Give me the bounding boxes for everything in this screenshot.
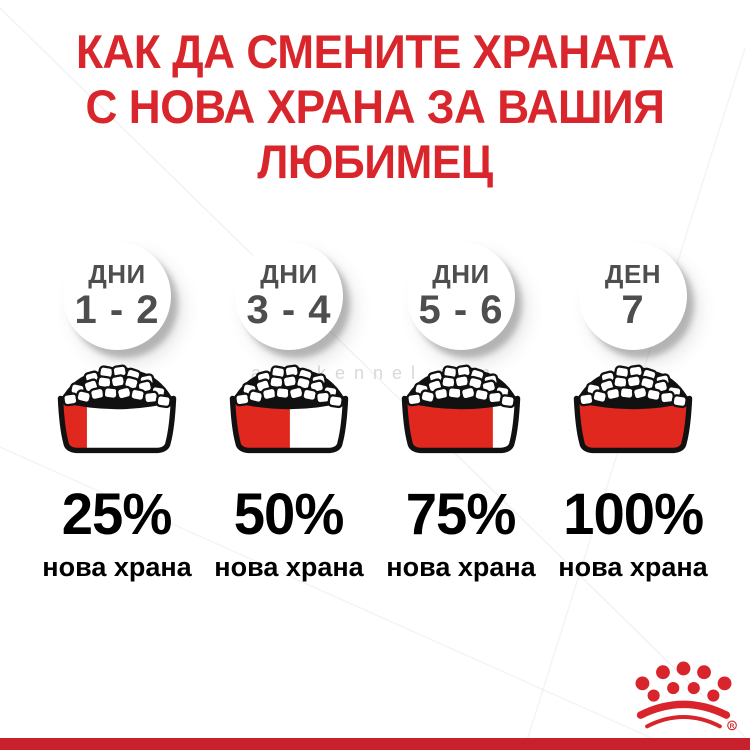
title-line-1: КАК ДА СМЕНИТЕ ХРАНАТА bbox=[75, 25, 675, 78]
new-food-percent: 75% bbox=[406, 482, 517, 547]
crown-thin-arc bbox=[645, 715, 722, 729]
crown-thick-arc bbox=[636, 700, 731, 719]
food-bowl-icon bbox=[47, 364, 187, 458]
food-bowl-icon bbox=[391, 364, 531, 458]
day-range: 3 - 4 bbox=[246, 288, 332, 332]
bottom-red-bar bbox=[0, 738, 750, 750]
new-food-caption: нова храна bbox=[558, 552, 708, 582]
new-food-percent: 25% bbox=[62, 482, 173, 547]
new-food-caption: нова храна bbox=[214, 552, 364, 582]
food-bowl-icon bbox=[219, 364, 359, 458]
day-range: 5 - 6 bbox=[418, 288, 504, 332]
page-title: КАК ДА СМЕНИТЕ ХРАНАТА С НОВА ХРАНА ЗА В… bbox=[23, 24, 728, 189]
day-label: ДНИ bbox=[260, 259, 318, 289]
day-badge: ДНИ 5 - 6 bbox=[407, 242, 515, 350]
registered-mark-icon: R bbox=[727, 720, 737, 731]
day-label: ДНИ bbox=[88, 259, 146, 289]
new-food-percent: 50% bbox=[234, 482, 345, 547]
title-line-2: С НОВА ХРАНА ЗА ВАШИЯ bbox=[85, 80, 665, 133]
royal-canin-crown-logo: R bbox=[635, 661, 737, 731]
transition-step: ДНИ 3 - 4 50% нова храна bbox=[203, 242, 375, 582]
day-label: ДЕН bbox=[604, 259, 662, 289]
day-badge: ДЕН 7 bbox=[579, 242, 687, 350]
new-food-percent: 100% bbox=[562, 482, 704, 547]
transition-step: ДЕН 7 100% нова храна bbox=[547, 242, 719, 582]
transition-step: ДНИ 1 - 2 25% нова храна bbox=[31, 242, 203, 582]
transition-steps-row: ДНИ 1 - 2 25% нова храна ДНИ 3 - 4 bbox=[31, 242, 719, 582]
day-range: 1 - 2 bbox=[74, 288, 160, 332]
new-food-caption: нова храна bbox=[386, 552, 536, 582]
day-range: 7 bbox=[621, 288, 645, 332]
day-badge: ДНИ 3 - 4 bbox=[235, 242, 343, 350]
food-bowl-icon bbox=[563, 364, 703, 458]
day-badge: ДНИ 1 - 2 bbox=[63, 242, 171, 350]
transition-step: ДНИ 5 - 6 75% нова храна bbox=[375, 242, 547, 582]
svg-text:R: R bbox=[730, 723, 735, 730]
new-food-caption: нова храна bbox=[42, 552, 192, 582]
day-label: ДНИ bbox=[432, 259, 490, 289]
title-line-3: ЛЮБИМЕЦ bbox=[257, 135, 493, 188]
